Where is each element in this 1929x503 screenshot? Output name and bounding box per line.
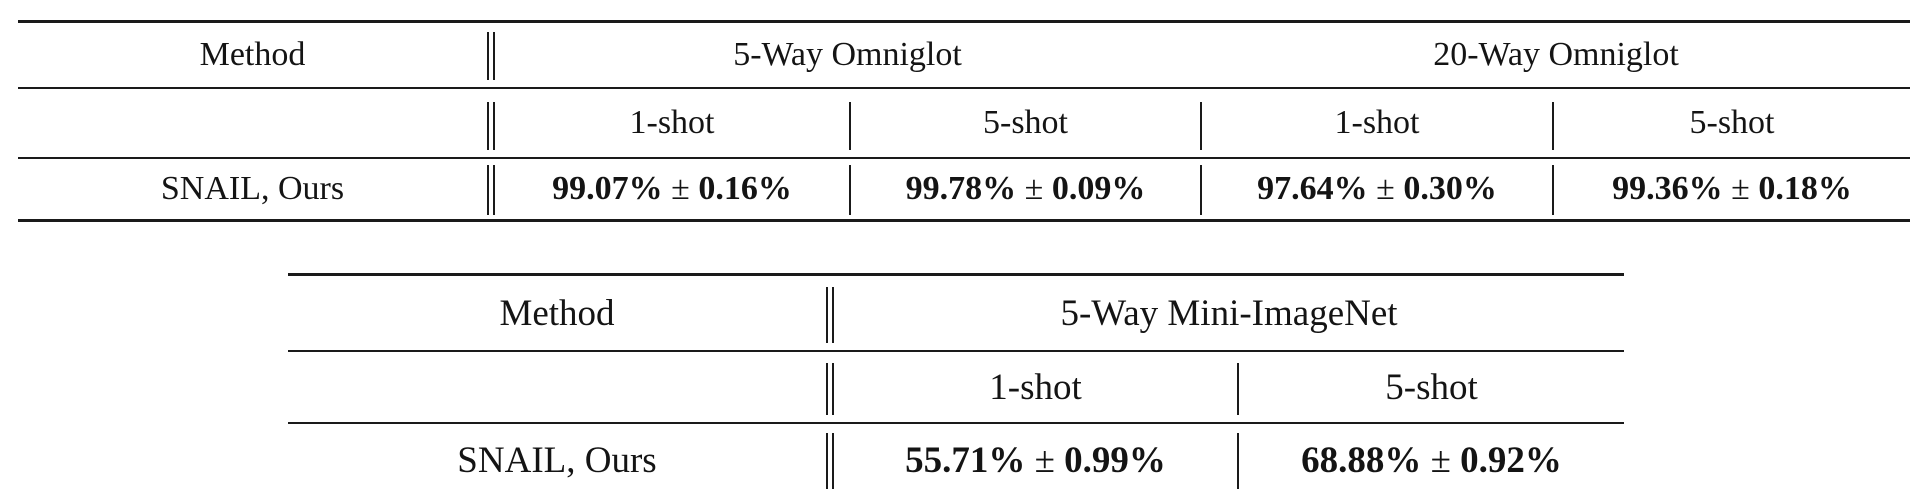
top-rule [18,20,1910,23]
result-cell: 68.88% ± 0.92% [1239,424,1624,496]
plus-minus: ± [1034,439,1055,481]
result-cell: 99.07% ± 0.16% [495,159,849,219]
result-error: 0.99% [1064,439,1166,481]
column-separator [1552,102,1554,150]
row-label: SNAIL, Ours [160,170,345,207]
double-separator [487,32,495,80]
double-separator [826,287,834,343]
group-header-20way: 20-Way Omniglot [1433,36,1679,73]
subheader-rule [18,157,1910,159]
mini-imagenet-results-table: Method 5-Way Mini-ImageNet 1-shot 5-shot… [288,273,1624,498]
result-value: 99.36% [1612,170,1723,207]
column-separator [1237,363,1239,415]
plus-minus: ± [671,170,690,207]
result-cell: 97.64% ± 0.30% [1202,159,1552,219]
shot-header: 5-shot [1689,104,1775,141]
double-separator [487,102,495,150]
column-separator [849,165,851,215]
plus-minus: ± [1376,170,1395,207]
result-error: 0.09% [1051,170,1146,207]
shot-header: 5-shot [983,104,1068,141]
row-label: SNAIL, Ours [457,439,657,481]
method-header: Method [199,36,306,73]
result-cell: 55.71% ± 0.99% [834,424,1237,496]
group-header-mini-imagenet: 5-Way Mini-ImageNet [1060,292,1398,334]
result-value: 97.64% [1257,170,1368,207]
bottom-rule [18,219,1910,222]
column-separator [849,102,851,150]
omniglot-results-table: Method 5-Way Omniglot 20-Way Omniglot 1-… [18,20,1910,225]
column-separator [1200,165,1202,215]
plus-minus: ± [1731,170,1750,207]
double-separator [826,433,834,489]
subheader-rule [288,422,1624,424]
plus-minus: ± [1430,439,1451,481]
result-error: 0.16% [698,170,792,207]
column-separator [1552,165,1554,215]
result-value: 55.71% [905,439,1026,481]
shot-header: 5-shot [1385,366,1478,408]
header-rule [288,350,1624,352]
result-cell: 99.36% ± 0.18% [1554,159,1910,219]
method-header: Method [499,292,615,334]
result-value: 68.88% [1301,439,1422,481]
result-value: 99.78% [905,170,1017,207]
double-separator [826,363,834,415]
result-error: 0.30% [1403,170,1497,207]
plus-minus: ± [1024,170,1044,207]
column-separator [1237,433,1239,489]
shot-header: 1-shot [629,104,715,141]
result-value: 99.07% [552,170,663,207]
column-separator [1200,102,1202,150]
result-cell: 99.78% ± 0.09% [851,159,1200,219]
group-header-5way: 5-Way Omniglot [733,36,962,73]
header-rule [18,87,1910,89]
result-error: 0.18% [1758,170,1852,207]
double-separator [487,165,495,215]
shot-header: 1-shot [1334,104,1420,141]
result-error: 0.92% [1460,439,1562,481]
top-rule [288,273,1624,276]
shot-header: 1-shot [989,366,1082,408]
